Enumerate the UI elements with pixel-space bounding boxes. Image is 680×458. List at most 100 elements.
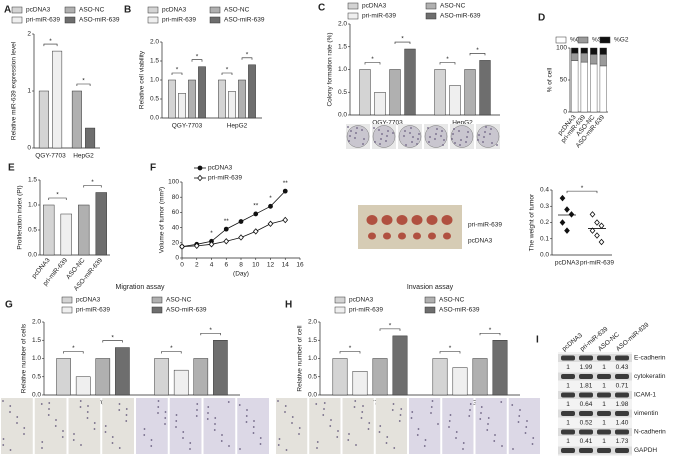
point — [267, 220, 274, 228]
photo-cell — [367, 428, 370, 430]
y-tick-label: 1.0 — [32, 355, 41, 362]
photo-cell — [409, 132, 411, 134]
photo-cell — [143, 428, 146, 430]
bar — [213, 340, 228, 396]
bar-segment — [571, 60, 579, 113]
legend-label: pcDNA3 — [362, 3, 387, 10]
bar — [188, 79, 196, 119]
significance-label: * — [170, 345, 173, 352]
significance-bracket — [364, 62, 381, 65]
photo-cell — [182, 431, 185, 433]
y-tick-label: 2.0 — [308, 319, 317, 326]
point — [594, 219, 600, 226]
point — [223, 238, 230, 245]
blot-band — [615, 392, 629, 398]
x-tick-label: 8 — [239, 262, 243, 269]
photo-cell — [430, 406, 433, 408]
y-axis-label: Proliferation index (PI) — [17, 185, 24, 249]
legend-label: pcDNA3 — [162, 7, 187, 14]
photo-cell — [525, 426, 528, 428]
legend-swatch — [577, 36, 589, 44]
blot-strip — [558, 409, 632, 418]
photo-cell — [2, 438, 5, 440]
blot-value: 1 — [566, 438, 570, 445]
photo-cell — [329, 425, 332, 427]
point — [564, 206, 570, 213]
photo-cell — [362, 143, 364, 145]
photo-cell — [428, 141, 430, 143]
point — [179, 243, 185, 250]
blot-band — [561, 448, 575, 453]
legend-label: pcDNA3 — [349, 297, 374, 304]
photo-cell — [196, 403, 199, 405]
y-tick-label: 1.0 — [308, 355, 317, 362]
legend-label: pri-miR-639 — [76, 307, 110, 314]
y-tick-label: 1.5 — [150, 58, 159, 65]
blot-band — [561, 355, 575, 361]
significance-bracket — [200, 332, 221, 336]
photo-cell — [16, 422, 18, 424]
tumor — [443, 232, 451, 240]
photo-cell — [416, 434, 419, 436]
point — [589, 211, 596, 218]
photo-cell — [479, 418, 482, 420]
y-tick-label: 2.0 — [338, 21, 347, 28]
bar — [452, 367, 468, 396]
y-tick-label: 0.5 — [32, 373, 41, 380]
legend-swatch — [11, 6, 23, 14]
photo-cell — [418, 133, 420, 135]
legend-swatch — [334, 296, 346, 304]
legend-swatch — [209, 16, 221, 24]
point — [282, 216, 289, 224]
legend-label: pri-miR-639 — [362, 13, 396, 20]
photo-cell — [443, 139, 445, 141]
photo-cell — [252, 432, 255, 434]
panel-letter: E — [8, 163, 15, 174]
legend-label: ASO-miR-639 — [439, 307, 480, 314]
photo-cell — [221, 434, 223, 436]
photo-cell — [350, 130, 352, 132]
y-tick-label: 80 — [172, 194, 180, 201]
photo-cell — [54, 425, 57, 427]
series-line — [181, 190, 286, 247]
photo-cell — [398, 420, 401, 422]
bar — [472, 358, 488, 396]
bar — [479, 60, 491, 116]
photo-cell — [118, 403, 121, 405]
bar — [389, 69, 401, 116]
photo-cell — [362, 405, 364, 407]
significance-bracket — [76, 83, 91, 86]
bar-segment — [599, 47, 607, 55]
photo-cell — [459, 144, 461, 146]
y-tick-label: 2.0 — [150, 39, 159, 46]
photo-cell — [277, 444, 280, 446]
photo-cell — [189, 448, 191, 450]
photo-cell — [111, 442, 114, 444]
significance-label: ** — [283, 180, 289, 187]
x-tick-label: 10 — [252, 262, 260, 269]
photo-cell — [410, 127, 412, 129]
photo-cell — [449, 414, 452, 416]
photo-cell — [518, 415, 521, 417]
y-tick-label: 0.0 — [308, 392, 317, 399]
blot-band — [579, 429, 593, 435]
photo-cell — [86, 417, 89, 419]
photo-cell — [440, 135, 442, 137]
blot-band — [615, 411, 629, 416]
photo-cell — [467, 131, 469, 133]
significance-label: * — [389, 323, 392, 330]
significance-label: ** — [224, 218, 230, 225]
legend-label: pri-miR-639 — [208, 175, 242, 182]
photo-cell — [330, 419, 332, 421]
photo-tile — [136, 398, 168, 454]
bar-segment — [571, 52, 579, 61]
photo-cell — [259, 437, 262, 439]
legend-label: pcDNA3 — [26, 7, 51, 14]
photo-cell — [482, 141, 484, 143]
y-tick-label: 1.0 — [338, 66, 347, 73]
legend-swatch — [209, 6, 221, 14]
y-tick-label: 0.0 — [28, 252, 37, 259]
blot-band — [579, 411, 593, 416]
photo-cell — [182, 437, 184, 439]
legend-swatch — [64, 16, 76, 24]
